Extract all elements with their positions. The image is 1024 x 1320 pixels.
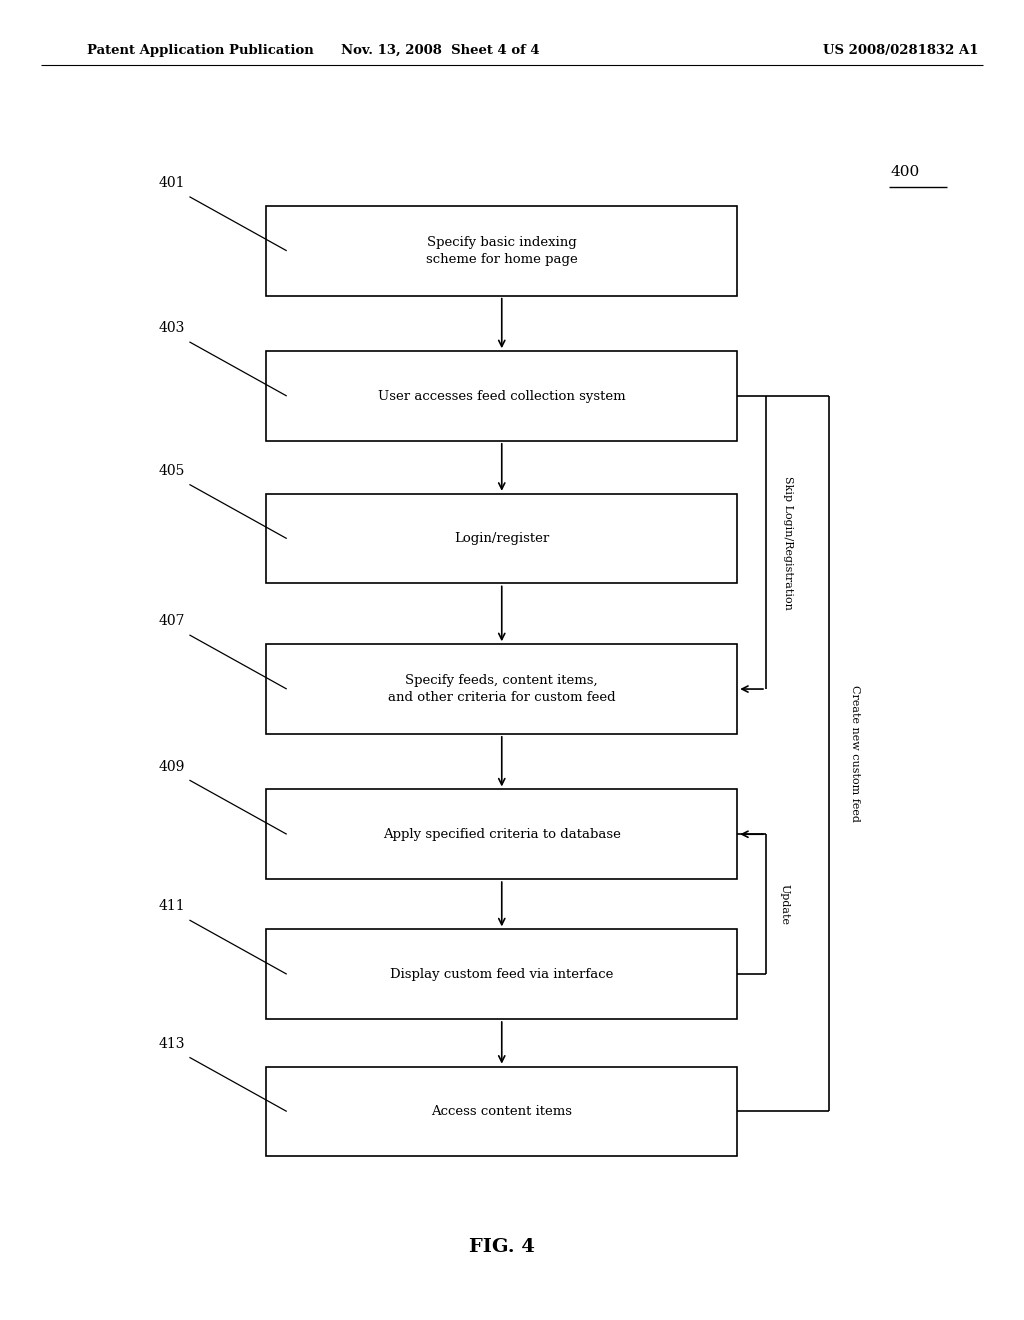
Text: Nov. 13, 2008  Sheet 4 of 4: Nov. 13, 2008 Sheet 4 of 4 (341, 44, 540, 57)
Text: 403: 403 (159, 321, 185, 335)
Text: 401: 401 (159, 176, 185, 190)
Bar (266, 494, 737, 583)
Text: US 2008/0281832 A1: US 2008/0281832 A1 (823, 44, 979, 57)
Text: FIG. 4: FIG. 4 (469, 1238, 535, 1257)
Text: Apply specified criteria to database: Apply specified criteria to database (383, 828, 621, 841)
Text: Patent Application Publication: Patent Application Publication (87, 44, 313, 57)
Text: Specify basic indexing
scheme for home page: Specify basic indexing scheme for home p… (426, 236, 578, 265)
Text: 411: 411 (159, 899, 185, 913)
Text: 413: 413 (159, 1036, 185, 1051)
Bar (266, 351, 737, 441)
Bar (266, 206, 737, 296)
Text: 407: 407 (159, 614, 185, 628)
Text: Create new custom feed: Create new custom feed (850, 685, 860, 822)
Text: Skip Login/Registration: Skip Login/Registration (783, 475, 794, 610)
Text: Display custom feed via interface: Display custom feed via interface (390, 968, 613, 981)
Bar (266, 929, 737, 1019)
Text: Specify feeds, content items,
and other criteria for custom feed: Specify feeds, content items, and other … (388, 675, 615, 704)
Bar (266, 789, 737, 879)
Bar (266, 644, 737, 734)
Bar (266, 1067, 737, 1156)
Text: 405: 405 (159, 463, 185, 478)
Text: Update: Update (779, 883, 790, 925)
Text: 409: 409 (159, 759, 185, 774)
Text: 400: 400 (891, 165, 921, 178)
Text: User accesses feed collection system: User accesses feed collection system (378, 389, 626, 403)
Text: Login/register: Login/register (454, 532, 550, 545)
Text: Access content items: Access content items (431, 1105, 572, 1118)
